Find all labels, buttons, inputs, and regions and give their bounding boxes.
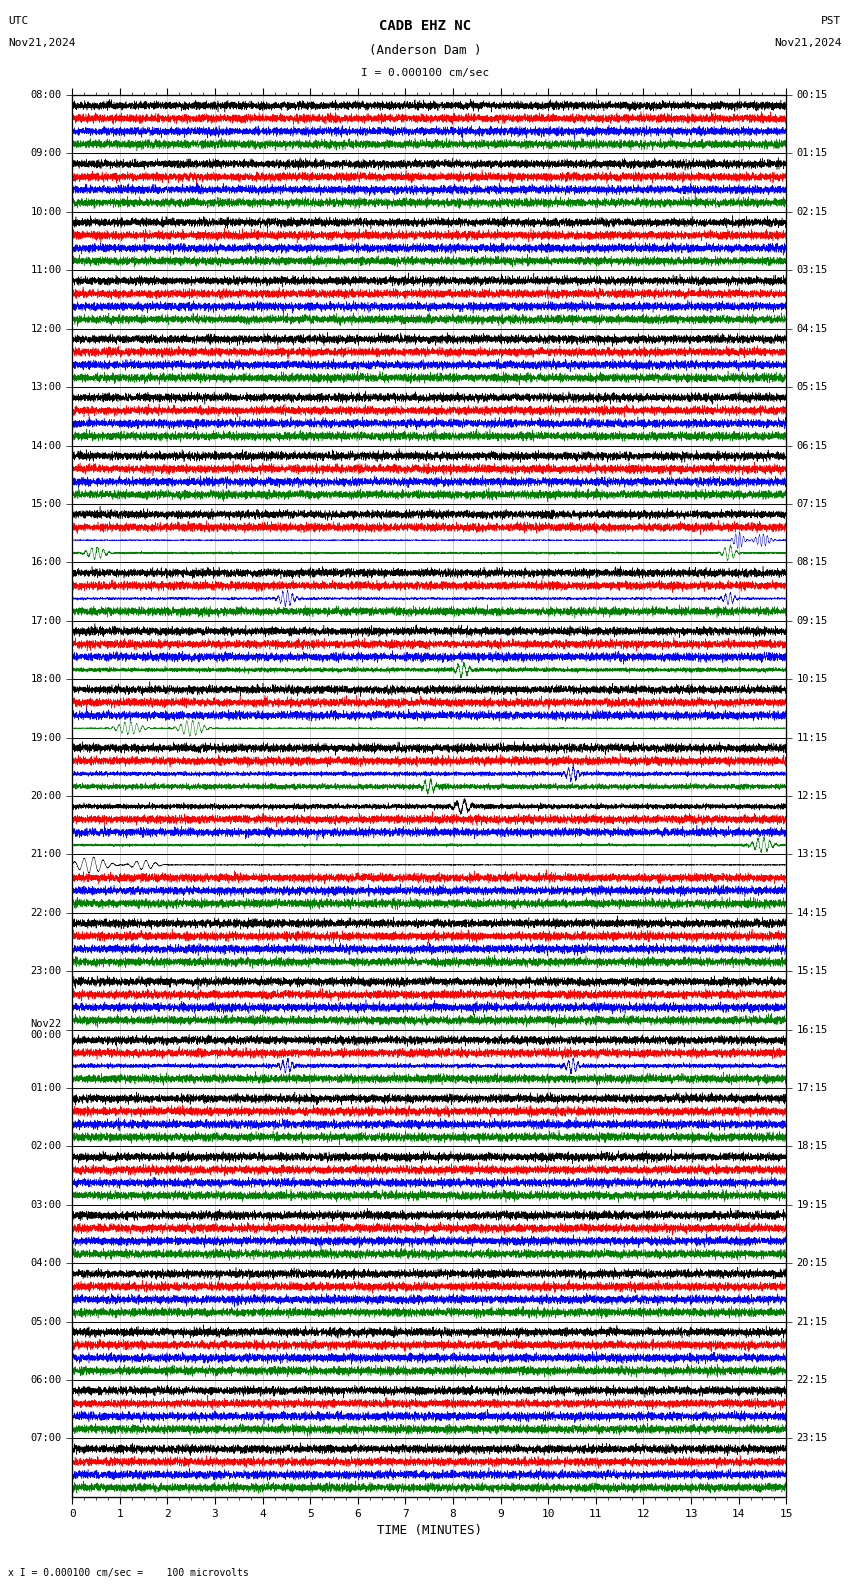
Text: CADB EHZ NC: CADB EHZ NC (379, 19, 471, 33)
Text: PST: PST (821, 16, 842, 25)
Text: Nov21,2024: Nov21,2024 (774, 38, 842, 48)
Text: x I = 0.000100 cm/sec =    100 microvolts: x I = 0.000100 cm/sec = 100 microvolts (8, 1568, 249, 1578)
X-axis label: TIME (MINUTES): TIME (MINUTES) (377, 1524, 482, 1536)
Text: Nov21,2024: Nov21,2024 (8, 38, 76, 48)
Text: UTC: UTC (8, 16, 29, 25)
Text: I = 0.000100 cm/sec: I = 0.000100 cm/sec (361, 68, 489, 78)
Text: (Anderson Dam ): (Anderson Dam ) (369, 44, 481, 57)
